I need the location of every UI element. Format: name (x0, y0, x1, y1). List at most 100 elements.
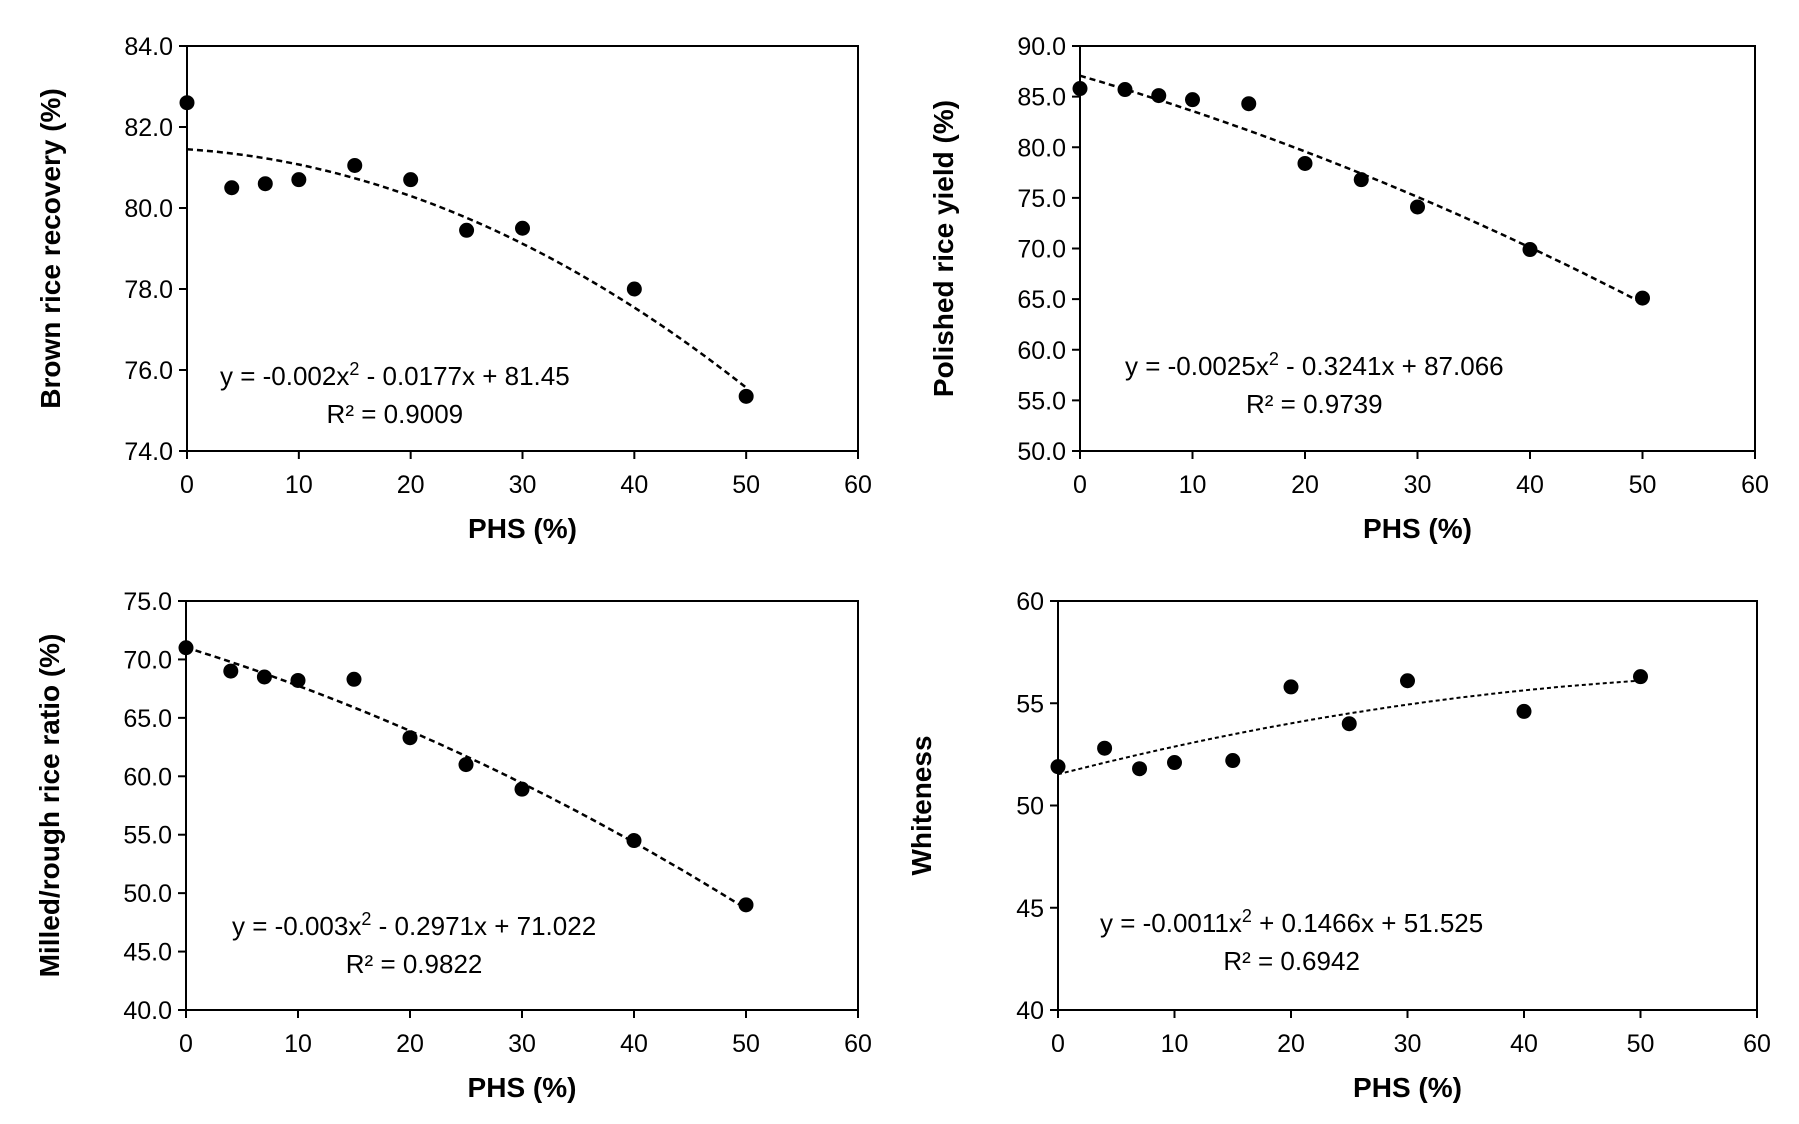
data-point (738, 897, 754, 913)
x-tick-label: 0 (1073, 471, 1087, 499)
x-axis-title: PHS (%) (1363, 513, 1472, 544)
equation-superscript: 2 (1269, 349, 1279, 369)
data-point (1167, 755, 1182, 771)
data-points (1072, 81, 1650, 306)
data-point (626, 281, 642, 297)
data-point (1283, 679, 1299, 695)
y-axis-ticks: 74.0 76.0 78.0 80.0 82.0 84.0 (124, 33, 187, 466)
y-tick-label: 50.0 (123, 880, 172, 908)
y-tick-label: 65.0 (123, 705, 172, 733)
data-point (1225, 753, 1241, 769)
y-tick-label: 75.0 (123, 588, 172, 616)
x-axis-title: PHS (%) (1353, 1072, 1462, 1103)
x-tick-label: 10 (285, 471, 313, 499)
x-tick-label: 20 (397, 471, 425, 499)
y-axis-title: Whiteness (906, 735, 937, 875)
data-point (626, 833, 642, 849)
y-tick-label: 82.0 (124, 114, 173, 142)
y-tick-label: 65.0 (1017, 286, 1066, 314)
equation-part-2: + 0.1466x + 51.525 (1252, 908, 1483, 938)
data-point (223, 663, 239, 679)
trendline (186, 148, 747, 389)
data-point (1633, 669, 1648, 685)
y-tick-label: 50.0 (1017, 438, 1066, 466)
y-axis-title: Milled/rough rice ratio (%) (34, 634, 65, 978)
r-squared: R² = 0.9739 (1246, 389, 1383, 419)
x-tick-label: 50 (732, 1030, 760, 1058)
y-tick-label: 75.0 (1017, 185, 1066, 213)
equation-superscript: 2 (349, 359, 359, 379)
x-tick-label: 30 (509, 471, 537, 499)
data-point (290, 672, 306, 688)
x-tick-label: 50 (1627, 1030, 1655, 1058)
equation-part-2: - 0.0177x + 81.45 (359, 361, 569, 391)
x-tick-label: 0 (180, 471, 194, 499)
x-tick-label: 60 (1741, 471, 1769, 499)
data-point (1151, 88, 1167, 104)
chart-whiteness: 40 45 50 55 60 0 10 20 30 40 50 60 PHS (%) Whitene… (906, 588, 1771, 1103)
x-tick-label: 20 (396, 1030, 424, 1058)
x-tick-label: 40 (1510, 1030, 1538, 1058)
x-tick-label: 40 (620, 1030, 648, 1058)
chart-milled-rough-rice-ratio: 40.0 45.0 50.0 55.0 60.0 65.0 70.0 75.0 0 10 20 30… (34, 588, 872, 1103)
data-point (256, 669, 272, 685)
data-point (347, 157, 363, 173)
x-tick-label: 0 (179, 1030, 193, 1058)
data-point (1522, 242, 1538, 258)
trendline-equation: y = -0.0011x2 + 0.1466x + 51.525 (1100, 906, 1483, 938)
y-tick-label: 80.0 (1017, 134, 1066, 162)
y-tick-label: 70.0 (123, 646, 172, 674)
data-point (1185, 92, 1200, 108)
data-point (224, 180, 240, 196)
y-tick-label: 40 (1016, 997, 1044, 1025)
equation-part-1: y = -0.003x (232, 911, 361, 941)
y-tick-label: 60.0 (1017, 337, 1066, 365)
x-tick-label: 50 (732, 471, 760, 499)
data-point (459, 222, 475, 238)
data-point (515, 220, 530, 236)
x-tick-label: 20 (1277, 1030, 1305, 1058)
trendline (185, 646, 747, 910)
x-tick-label: 60 (844, 471, 872, 499)
trendline-equation: y = -0.002x2 - 0.0177x + 81.45 (220, 359, 570, 391)
x-axis-title: PHS (%) (468, 513, 577, 544)
y-axis-ticks: 50.0 55.0 60.0 65.0 70.0 75.0 80.0 85.0 90.0 (1017, 33, 1080, 466)
data-point (403, 172, 419, 188)
data-point (178, 640, 194, 656)
y-tick-label: 90.0 (1017, 33, 1066, 61)
y-tick-label: 45.0 (123, 939, 172, 967)
y-tick-label: 55.0 (123, 822, 172, 850)
x-axis-ticks: 0 10 20 30 40 50 60 (1073, 451, 1769, 499)
y-axis-ticks: 40.0 45.0 50.0 55.0 60.0 65.0 70.0 75.0 (123, 588, 186, 1025)
x-tick-label: 60 (844, 1030, 872, 1058)
equation-part-1: y = -0.0025x (1125, 351, 1269, 381)
data-point (1410, 199, 1425, 215)
y-tick-label: 45 (1016, 895, 1044, 923)
data-point (1297, 155, 1313, 171)
data-points (1050, 669, 1648, 777)
y-tick-label: 84.0 (124, 33, 173, 61)
x-axis-ticks: 0 10 20 30 40 50 60 (180, 451, 872, 499)
data-point (1241, 96, 1257, 112)
data-point (1050, 759, 1066, 775)
data-point (514, 781, 530, 797)
y-axis-title: Polished rice yield (%) (928, 100, 959, 397)
data-points (178, 640, 754, 913)
trendline-equation: y = -0.003x2 - 0.2971x + 71.022 (232, 909, 596, 941)
y-axis-ticks: 40 45 50 55 60 (1016, 588, 1058, 1025)
y-tick-label: 60 (1016, 588, 1044, 616)
data-point (1097, 740, 1113, 756)
data-point (1341, 716, 1357, 732)
equation-part-2: - 0.2971x + 71.022 (371, 911, 596, 941)
data-point (1072, 81, 1088, 97)
data-points (179, 95, 754, 404)
x-tick-label: 40 (620, 471, 648, 499)
x-tick-label: 30 (1404, 471, 1432, 499)
r-squared: R² = 0.9009 (327, 399, 464, 429)
x-tick-label: 10 (1179, 471, 1207, 499)
data-point (1516, 703, 1532, 719)
trendline (1057, 679, 1641, 776)
r-squared: R² = 0.9822 (346, 949, 483, 979)
plot-frame (185, 600, 859, 1011)
